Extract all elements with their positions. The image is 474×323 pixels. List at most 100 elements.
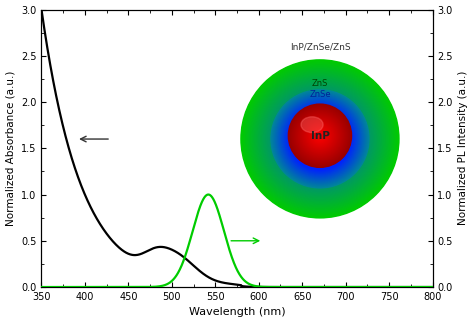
- Ellipse shape: [272, 91, 368, 187]
- Ellipse shape: [272, 90, 368, 187]
- Ellipse shape: [289, 105, 351, 167]
- Ellipse shape: [288, 107, 352, 171]
- Ellipse shape: [256, 75, 383, 203]
- Ellipse shape: [243, 62, 397, 215]
- Ellipse shape: [311, 127, 329, 145]
- Ellipse shape: [273, 92, 367, 186]
- Ellipse shape: [279, 98, 361, 180]
- Ellipse shape: [263, 82, 377, 196]
- Ellipse shape: [259, 78, 381, 199]
- Ellipse shape: [251, 70, 389, 207]
- Ellipse shape: [280, 99, 360, 179]
- Ellipse shape: [296, 111, 344, 160]
- Text: InP/ZnSe/ZnS: InP/ZnSe/ZnS: [290, 43, 350, 52]
- Ellipse shape: [288, 104, 352, 167]
- Ellipse shape: [283, 102, 357, 176]
- Ellipse shape: [286, 105, 354, 173]
- Ellipse shape: [307, 123, 333, 149]
- Ellipse shape: [305, 121, 335, 150]
- Ellipse shape: [289, 108, 351, 170]
- Ellipse shape: [275, 94, 365, 184]
- Ellipse shape: [318, 133, 322, 138]
- Ellipse shape: [288, 107, 352, 171]
- Ellipse shape: [317, 132, 323, 139]
- Ellipse shape: [310, 125, 330, 146]
- Ellipse shape: [272, 90, 368, 187]
- Ellipse shape: [250, 69, 390, 209]
- Ellipse shape: [273, 92, 366, 185]
- Ellipse shape: [284, 103, 356, 174]
- Ellipse shape: [251, 69, 389, 208]
- Ellipse shape: [246, 66, 393, 212]
- Ellipse shape: [259, 78, 381, 200]
- Ellipse shape: [287, 106, 353, 172]
- Ellipse shape: [274, 93, 365, 184]
- Ellipse shape: [257, 76, 383, 202]
- Ellipse shape: [267, 86, 373, 192]
- Ellipse shape: [266, 85, 374, 193]
- Ellipse shape: [252, 71, 388, 207]
- Ellipse shape: [244, 63, 396, 215]
- Ellipse shape: [275, 94, 365, 183]
- Ellipse shape: [310, 126, 330, 145]
- Text: ZnSe: ZnSe: [309, 90, 331, 99]
- Ellipse shape: [245, 64, 395, 214]
- Ellipse shape: [295, 110, 345, 161]
- Ellipse shape: [276, 95, 364, 183]
- Ellipse shape: [302, 118, 338, 153]
- Ellipse shape: [300, 116, 340, 156]
- Ellipse shape: [271, 89, 369, 188]
- Ellipse shape: [281, 99, 359, 178]
- Ellipse shape: [277, 96, 363, 182]
- Ellipse shape: [278, 97, 362, 181]
- Ellipse shape: [301, 116, 339, 155]
- Ellipse shape: [303, 119, 337, 153]
- Ellipse shape: [281, 100, 359, 178]
- Ellipse shape: [261, 80, 379, 198]
- Ellipse shape: [308, 124, 332, 148]
- Ellipse shape: [271, 90, 369, 188]
- Ellipse shape: [301, 117, 338, 154]
- Ellipse shape: [312, 128, 328, 144]
- Ellipse shape: [277, 96, 363, 182]
- Ellipse shape: [249, 68, 391, 210]
- Ellipse shape: [297, 113, 343, 158]
- Ellipse shape: [264, 83, 376, 194]
- Ellipse shape: [284, 103, 356, 175]
- Text: ZnS: ZnS: [312, 79, 328, 88]
- Ellipse shape: [288, 107, 352, 171]
- Ellipse shape: [260, 79, 380, 199]
- Ellipse shape: [283, 101, 357, 176]
- Ellipse shape: [269, 88, 371, 190]
- Ellipse shape: [296, 112, 344, 159]
- Ellipse shape: [248, 67, 392, 211]
- Y-axis label: Normalized PL Intensity (a.u.): Normalized PL Intensity (a.u.): [458, 71, 468, 225]
- Ellipse shape: [290, 109, 350, 169]
- Text: InP: InP: [310, 131, 329, 141]
- Ellipse shape: [274, 93, 366, 185]
- Ellipse shape: [255, 74, 385, 204]
- Ellipse shape: [278, 97, 362, 181]
- Ellipse shape: [276, 95, 364, 182]
- Ellipse shape: [285, 104, 355, 174]
- Ellipse shape: [315, 131, 325, 141]
- Ellipse shape: [272, 91, 368, 187]
- Ellipse shape: [275, 94, 365, 183]
- Ellipse shape: [253, 72, 387, 206]
- Ellipse shape: [294, 110, 346, 162]
- Ellipse shape: [309, 124, 331, 147]
- Ellipse shape: [241, 60, 399, 218]
- Ellipse shape: [290, 106, 350, 166]
- Ellipse shape: [267, 86, 373, 192]
- Ellipse shape: [286, 105, 354, 173]
- Ellipse shape: [293, 109, 346, 162]
- Ellipse shape: [274, 93, 366, 185]
- Ellipse shape: [268, 87, 372, 191]
- Ellipse shape: [285, 105, 355, 173]
- Ellipse shape: [246, 65, 394, 213]
- Ellipse shape: [289, 108, 351, 170]
- Ellipse shape: [292, 108, 347, 163]
- Ellipse shape: [305, 120, 335, 151]
- Ellipse shape: [278, 97, 362, 181]
- Ellipse shape: [286, 106, 354, 172]
